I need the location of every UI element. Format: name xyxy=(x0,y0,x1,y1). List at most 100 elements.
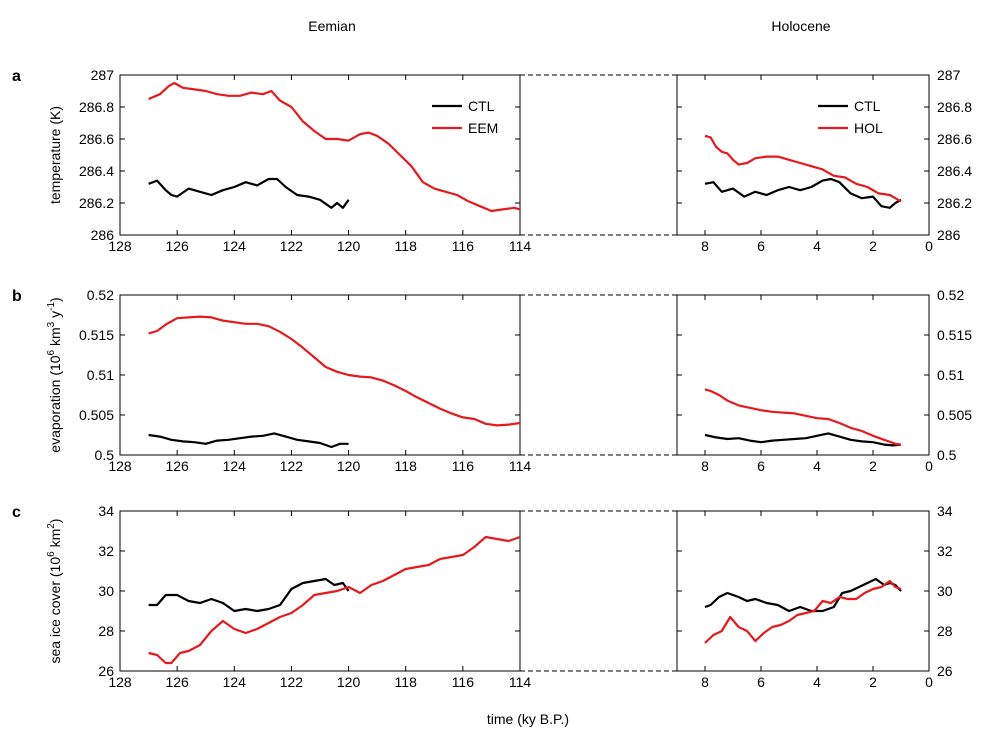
x-tick-label: 126 xyxy=(165,674,189,690)
x-tick-label: 6 xyxy=(757,674,765,690)
y-tick-label-right: 28 xyxy=(937,623,953,639)
x-tick-label: 116 xyxy=(452,238,475,254)
x-tick-label: 6 xyxy=(757,238,765,254)
x-tick-label: 128 xyxy=(108,238,132,254)
y-tick-label: 26 xyxy=(98,663,114,679)
y-axis-label: temperature (K) xyxy=(47,106,63,204)
y-tick-label-right: 30 xyxy=(937,583,953,599)
legend: CTL EEM CTL HOL xyxy=(432,98,883,136)
x-tick-label: 116 xyxy=(452,674,475,690)
y-tick-label-right: 286.6 xyxy=(937,131,972,147)
x-tick-label: 122 xyxy=(280,458,304,474)
x-tick-label: 4 xyxy=(813,458,821,474)
y-tick-label: 0.52 xyxy=(87,287,114,303)
series-line-eem xyxy=(148,315,521,427)
x-tick-label: 4 xyxy=(813,674,821,690)
y-tick-label-right: 0.515 xyxy=(937,327,972,343)
y-tick-label: 286 xyxy=(91,227,115,243)
x-tick-label: 114 xyxy=(509,238,532,254)
y-tick-label: 0.515 xyxy=(79,327,114,343)
legend-label-ctl: CTL xyxy=(468,98,495,114)
x-axis-label: time (ky B.P.) xyxy=(487,711,569,727)
x-tick-label: 114 xyxy=(509,674,532,690)
x-tick-label: 124 xyxy=(223,458,247,474)
x-tick-label: 0 xyxy=(925,458,933,474)
series-line-ctl xyxy=(148,432,349,449)
x-tick-label: 120 xyxy=(337,238,361,254)
x-tick-label: 8 xyxy=(701,458,709,474)
x-tick-label: 118 xyxy=(395,458,418,474)
x-tick-label: 2 xyxy=(869,458,877,474)
y-tick-label-right: 0.52 xyxy=(937,287,964,303)
series-line-hol xyxy=(704,134,902,203)
panel-label: b xyxy=(12,288,22,305)
panel-label: a xyxy=(12,68,21,85)
x-tick-label: 116 xyxy=(452,458,475,474)
x-tick-label: 126 xyxy=(165,238,189,254)
series-line-ctl xyxy=(148,177,350,209)
series-line-eem xyxy=(148,535,521,665)
y-tick-label: 286.8 xyxy=(79,99,114,115)
y-tick-label-right: 0.505 xyxy=(937,407,972,423)
series-line-ctl xyxy=(704,432,902,447)
y-tick-label: 0.51 xyxy=(87,367,114,383)
x-tick-label: 118 xyxy=(395,238,418,254)
y-axis-label: evaporation (106 km3 y-1) xyxy=(46,297,63,452)
y-axis-label: sea ice cover (106 km2) xyxy=(46,519,63,664)
plot-frame xyxy=(676,294,930,456)
y-tick-label-right: 26 xyxy=(937,663,953,679)
y-tick-label: 286.6 xyxy=(79,131,114,147)
x-tick-label: 128 xyxy=(108,674,132,690)
x-tick-label: 6 xyxy=(757,458,765,474)
y-tick-label: 32 xyxy=(98,543,114,559)
panel-b: b 128 126 124 122 120 118 116 114 0.5 0.505 0.51 0.5… xyxy=(12,287,972,474)
x-tick-label: 120 xyxy=(337,458,361,474)
x-tick-label: 120 xyxy=(337,674,361,690)
x-tick-label: 114 xyxy=(509,458,532,474)
plot-frame xyxy=(119,74,521,236)
y-tick-label-right: 286 xyxy=(937,227,961,243)
series-line-hol xyxy=(704,388,902,446)
y-tick-label: 0.5 xyxy=(95,447,115,463)
x-tick-label: 124 xyxy=(223,674,247,690)
y-tick-label: 28 xyxy=(98,623,114,639)
period-title-holocene: Holocene xyxy=(771,18,830,34)
series-line-ctl xyxy=(704,577,902,613)
x-tick-label: 0 xyxy=(925,238,933,254)
x-tick-label: 2 xyxy=(869,238,877,254)
x-tick-label: 0 xyxy=(925,674,933,690)
legend-label-ctl: CTL xyxy=(854,98,881,114)
panel-c: c 128 126 124 122 120 118 116 114 26 28 30 32 34 8 6 4 2 0… xyxy=(12,503,953,690)
x-tick-label: 8 xyxy=(701,238,709,254)
x-tick-label: 118 xyxy=(395,674,418,690)
series-line-ctl xyxy=(148,577,350,613)
y-tick-label: 0.505 xyxy=(79,407,114,423)
period-title-eemian: Eemian xyxy=(308,18,355,34)
x-tick-label: 122 xyxy=(280,674,304,690)
y-tick-label-right: 287 xyxy=(937,67,961,83)
y-tick-label-right: 32 xyxy=(937,543,953,559)
y-tick-label: 286.2 xyxy=(79,195,114,211)
series-line-ctl xyxy=(704,177,902,209)
x-tick-label: 128 xyxy=(108,458,132,474)
x-tick-label: 4 xyxy=(813,238,821,254)
x-tick-label: 2 xyxy=(869,674,877,690)
plot-frame xyxy=(676,74,930,236)
legend-label-eem: EEM xyxy=(468,120,498,136)
y-tick-label-right: 34 xyxy=(937,503,953,519)
y-tick-label-right: 286.4 xyxy=(937,163,972,179)
y-tick-label-right: 286.8 xyxy=(937,99,972,115)
y-tick-label-right: 0.51 xyxy=(937,367,964,383)
x-tick-label: 122 xyxy=(280,238,304,254)
plot-frame xyxy=(119,510,521,672)
series-line-eem xyxy=(148,81,521,213)
x-tick-label: 8 xyxy=(701,674,709,690)
panel-label: c xyxy=(12,504,21,521)
y-tick-label-right: 286.2 xyxy=(937,195,972,211)
series-line-hol xyxy=(704,579,902,644)
y-tick-label: 34 xyxy=(98,503,114,519)
legend-label-hol: HOL xyxy=(854,120,883,136)
y-tick-label-right: 0.5 xyxy=(937,447,957,463)
